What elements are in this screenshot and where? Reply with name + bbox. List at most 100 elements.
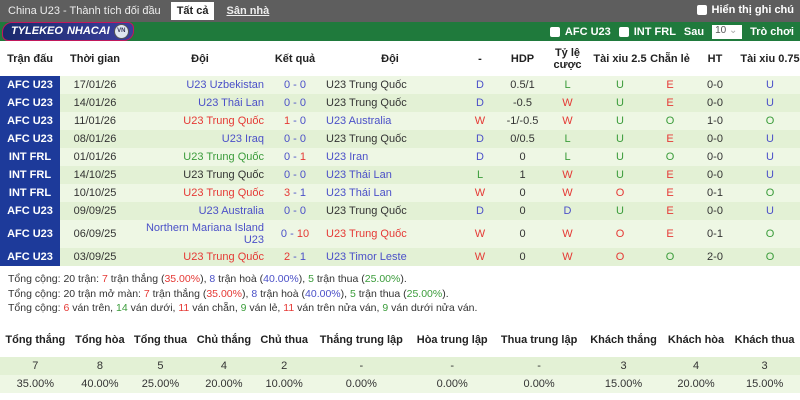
over-under-075: O xyxy=(740,220,800,248)
checkbox-icon[interactable] xyxy=(696,5,707,15)
home-team[interactable]: Northern Mariana Island U23 xyxy=(130,220,270,248)
table-row: AFC U23 14/01/26 U23 Thái Lan 0 - 0 U23 Trun… xyxy=(0,94,800,112)
competition: INT FRL xyxy=(0,148,60,166)
table-row: AFC U23 03/09/25 U23 Trung Quốc 2 - 1 U23 Ti… xyxy=(0,248,800,266)
away-team[interactable]: U23 Iran xyxy=(320,148,460,166)
tab-home[interactable]: Sân nhà xyxy=(226,5,270,17)
show-notes-checkbox[interactable]: Hiển thị ghi chú xyxy=(696,4,794,16)
result: D xyxy=(460,94,500,112)
summary-segment: trận thua ( xyxy=(355,287,407,300)
stats-percent: 20.00% xyxy=(662,375,730,393)
home-team[interactable]: U23 Trung Quốc xyxy=(130,248,270,266)
competition: INT FRL xyxy=(0,166,60,184)
home-team[interactable]: U23 Trung Quốc xyxy=(130,112,270,130)
tab-all[interactable]: Tất cả xyxy=(170,2,215,20)
home-score: 0 xyxy=(283,133,291,145)
summary-segment: 35.00% xyxy=(164,273,201,285)
away-score: 0 xyxy=(299,79,307,91)
home-score: 2 xyxy=(283,251,291,263)
over-under: U xyxy=(590,76,650,94)
away-team[interactable]: U23 Trung Quốc xyxy=(320,130,460,148)
stats-header: Tổng thắng xyxy=(0,323,71,357)
away-team[interactable]: U23 Trung Quốc xyxy=(320,202,460,220)
stats-percent: 20.00% xyxy=(191,375,257,393)
odds-result: W xyxy=(545,94,590,112)
handicap: 0.5/1 xyxy=(500,76,545,94)
away-team[interactable]: U23 Australia xyxy=(320,112,460,130)
away-team[interactable]: U23 Trung Quốc xyxy=(320,94,460,112)
away-score: 0 xyxy=(299,169,307,181)
away-team[interactable]: U23 Trung Quốc xyxy=(320,220,460,248)
half-time: 0-0 xyxy=(690,148,740,166)
column-header: HDP xyxy=(500,42,545,76)
top-bar: China U23 - Thành tích đối đầu Tất cả Sâ… xyxy=(0,0,800,22)
score: 0 - 10 xyxy=(270,220,320,248)
summary-segment: trận thắng ( xyxy=(149,287,207,300)
stats-header: Tổng thua xyxy=(129,323,192,357)
summary-segment: 9 xyxy=(382,302,389,314)
summary-segment: ), xyxy=(241,287,252,300)
odds-result: W xyxy=(545,248,590,266)
competition: AFC U23 xyxy=(0,94,60,112)
summary-line: Tổng cộng: 20 trận mở màn: 7 trận thắng … xyxy=(8,287,477,302)
home-score: 0 xyxy=(280,228,288,240)
over-under: O xyxy=(590,220,650,248)
summary-segment: 40.00% xyxy=(263,273,299,285)
result: W xyxy=(460,248,500,266)
checkbox-icon[interactable] xyxy=(618,26,629,37)
half-time: 0-0 xyxy=(690,76,740,94)
result: D xyxy=(460,130,500,148)
summary-segment: ván dưới nửa ván. xyxy=(388,302,478,314)
table-row: AFC U23 09/09/25 U23 Australia 0 - 0 U23 Tru… xyxy=(0,202,800,220)
games-label[interactable]: Trò chơi xyxy=(750,25,794,38)
home-team[interactable]: U23 Uzbekistan xyxy=(130,76,270,94)
filter-int-frl[interactable]: INT FRL xyxy=(618,26,676,38)
stats-count: 2 xyxy=(256,357,313,375)
stats-percent: 15.00% xyxy=(584,375,663,393)
over-under-075: U xyxy=(740,130,800,148)
away-team[interactable]: U23 Thái Lan xyxy=(320,184,460,202)
home-score: 0 xyxy=(283,169,291,181)
table-row: INT FRL 01/01/26 U23 Trung Quốc 0 - 1 U23 Ir… xyxy=(0,148,800,166)
odds-result: L xyxy=(545,130,590,148)
home-team[interactable]: U23 Trung Quốc xyxy=(130,184,270,202)
stats-percent: 40.00% xyxy=(70,375,130,393)
after-label: Sau xyxy=(683,25,705,38)
match-date: 10/10/25 xyxy=(60,184,130,202)
logo-text-2: NHACAI xyxy=(66,25,110,37)
stats-header: Thua trung lập xyxy=(494,323,585,357)
home-team[interactable]: U23 Thái Lan xyxy=(130,94,270,112)
handicap: -0.5 xyxy=(500,94,545,112)
summary-segment: trận hoà ( xyxy=(257,287,306,300)
match-count-select[interactable]: 10 ⌄ xyxy=(712,24,743,39)
summary-segment: ), xyxy=(200,273,210,285)
site-logo: TYLEKEO NHACAI VN xyxy=(2,22,134,41)
filter-afc-u23[interactable]: AFC U23 xyxy=(549,26,611,38)
summary-segment: 11 xyxy=(283,302,295,314)
home-team[interactable]: U23 Trung Quốc xyxy=(130,166,270,184)
over-under: U xyxy=(590,130,650,148)
over-under: O xyxy=(590,248,650,266)
away-team[interactable]: U23 Thái Lan xyxy=(320,166,460,184)
home-team[interactable]: U23 Australia xyxy=(130,202,270,220)
stats-count: 4 xyxy=(191,357,257,375)
stats-header: Tổng hòa xyxy=(70,323,130,357)
score: 0 - 0 xyxy=(270,130,320,148)
odd-even: O xyxy=(650,248,690,266)
stats-percent: 35.00% xyxy=(0,375,71,393)
handicap: 0/0.5 xyxy=(500,130,545,148)
match-date: 17/01/26 xyxy=(60,76,130,94)
away-team[interactable]: U23 Trung Quốc xyxy=(320,76,460,94)
away-score: 1 xyxy=(299,151,307,163)
half-time: 0-1 xyxy=(690,220,740,248)
score: 0 - 0 xyxy=(270,94,320,112)
checkbox-icon[interactable] xyxy=(549,26,560,37)
score-separator: - xyxy=(287,228,297,240)
home-team[interactable]: U23 Trung Quốc xyxy=(130,148,270,166)
home-team[interactable]: U23 Iraq xyxy=(130,130,270,148)
result: D xyxy=(460,202,500,220)
over-under: U xyxy=(590,166,650,184)
over-under-075: U xyxy=(740,148,800,166)
column-header: - xyxy=(460,42,500,76)
away-team[interactable]: U23 Timor Leste xyxy=(320,248,460,266)
